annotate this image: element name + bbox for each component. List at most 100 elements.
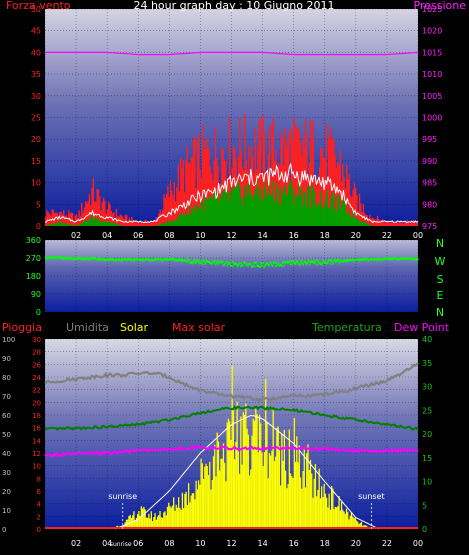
wind-direction-point	[226, 264, 229, 267]
wind-direction-point	[338, 262, 340, 265]
solar-bar	[229, 421, 231, 529]
wind-mean-bar	[216, 193, 218, 226]
wind-gust-bar	[348, 173, 350, 226]
wind-gust-bar	[70, 212, 73, 226]
wind-direction-point	[180, 258, 182, 261]
wind-direction-point	[84, 258, 86, 261]
wind-mean-bar	[237, 181, 240, 226]
wind-direction-point	[58, 256, 60, 259]
wind-direction-point	[55, 256, 57, 259]
wind-mean-bar	[317, 203, 320, 226]
wind-gust-bar	[87, 200, 89, 226]
wind-gust-bar	[65, 215, 67, 226]
wind-gust-bar	[259, 117, 262, 226]
solar-bar	[243, 414, 246, 529]
wind-direction-point	[370, 257, 372, 261]
wind-direction-point	[275, 261, 277, 264]
wind-direction-point	[205, 261, 207, 264]
wind-direction-point	[83, 258, 85, 261]
wind-mean-bar	[248, 183, 250, 226]
wind-direction-point	[135, 257, 138, 261]
wind-gust-bar	[187, 163, 190, 226]
wind-direction-point	[285, 261, 288, 264]
wind-direction-point	[369, 258, 371, 261]
wind-gust-bar	[176, 187, 178, 226]
wind-mean-bar	[353, 218, 356, 226]
solar-bar	[124, 522, 126, 529]
wind-direction-point	[241, 264, 243, 267]
humidity-tick-label: 70	[2, 393, 11, 401]
wind-direction-point	[293, 262, 295, 265]
wind-gust-bar	[389, 221, 392, 226]
wind-direction-point	[194, 261, 197, 265]
wind-direction-point	[228, 263, 230, 266]
wind-direction-point	[400, 257, 403, 260]
solar-bar	[357, 521, 359, 529]
wind-tick-label: 5	[36, 200, 41, 209]
wind-gust-bar	[190, 157, 192, 226]
x-tick-label: 00	[413, 539, 423, 548]
wind-direction-point	[214, 259, 216, 263]
solar-bar	[201, 463, 203, 529]
solar-bar	[168, 502, 170, 529]
wind-gust-bar	[330, 126, 332, 226]
wind-direction-point	[235, 262, 237, 265]
wind-mean-bar	[321, 207, 323, 226]
wind-mean-bar	[105, 221, 107, 226]
wind-direction-point	[141, 258, 143, 261]
wind-direction-point	[359, 258, 361, 261]
wind-direction-point	[82, 257, 84, 260]
wind-gust-bar	[234, 148, 236, 226]
pressure-tick-label: 1005	[422, 92, 442, 101]
wind-mean-bar	[81, 222, 83, 226]
wind-direction-point	[410, 257, 412, 260]
wind-direction-point	[86, 257, 88, 261]
wind-direction-point	[62, 257, 64, 260]
wind-direction-point	[118, 259, 120, 262]
wind-direction-point	[100, 258, 102, 261]
wind-mean-bar	[158, 224, 160, 226]
wind-direction-point	[165, 258, 167, 261]
solar-bar	[192, 493, 195, 529]
wind-mean-bar	[257, 188, 259, 226]
wind-gust-bar	[398, 221, 401, 226]
wind-mean-bar	[297, 197, 299, 226]
wind-mean-bar	[165, 223, 168, 226]
wind-mean-bar	[331, 192, 334, 226]
wind-mean-bar	[315, 204, 317, 226]
x-tick-label: 08	[164, 539, 174, 548]
wind-gust-bar	[416, 222, 419, 226]
wind-mean-bar	[225, 191, 227, 226]
wind-direction-point	[374, 257, 376, 260]
solar-bar	[143, 506, 145, 529]
wind-direction-point	[315, 259, 317, 262]
wind-mean-bar	[186, 212, 188, 226]
wind-gust-bar	[68, 210, 70, 226]
wind-mean-bar	[173, 221, 176, 226]
wind-direction-point	[254, 261, 257, 265]
wind-direction-point	[411, 257, 413, 260]
wind-gust-bar	[183, 192, 186, 226]
wind-direction-point	[332, 261, 334, 264]
wind-gust-bar	[362, 203, 365, 226]
wind-direction-point	[404, 257, 406, 260]
wind-mean-bar	[155, 225, 158, 226]
wind-direction-point	[289, 263, 291, 266]
wind-gust-bar	[384, 222, 386, 226]
wind-direction-point	[322, 259, 324, 262]
rain-tick-label: 2	[37, 513, 41, 521]
wind-direction-point	[99, 257, 101, 260]
wind-direction-point	[381, 258, 383, 261]
wind-mean-bar	[270, 194, 272, 226]
wind-direction-point	[108, 258, 110, 262]
wind-gust-bar	[110, 210, 112, 226]
wind-mean-bar	[253, 195, 255, 226]
wind-direction-point	[144, 258, 146, 261]
wind-direction-point	[51, 256, 54, 259]
wind-gust-bar	[349, 195, 352, 226]
wind-gust-bar	[250, 146, 253, 226]
wind-direction-point	[378, 258, 380, 261]
pressure-tick-label: 995	[422, 135, 437, 144]
solar-bar	[207, 475, 210, 529]
solar-bar	[128, 516, 130, 529]
